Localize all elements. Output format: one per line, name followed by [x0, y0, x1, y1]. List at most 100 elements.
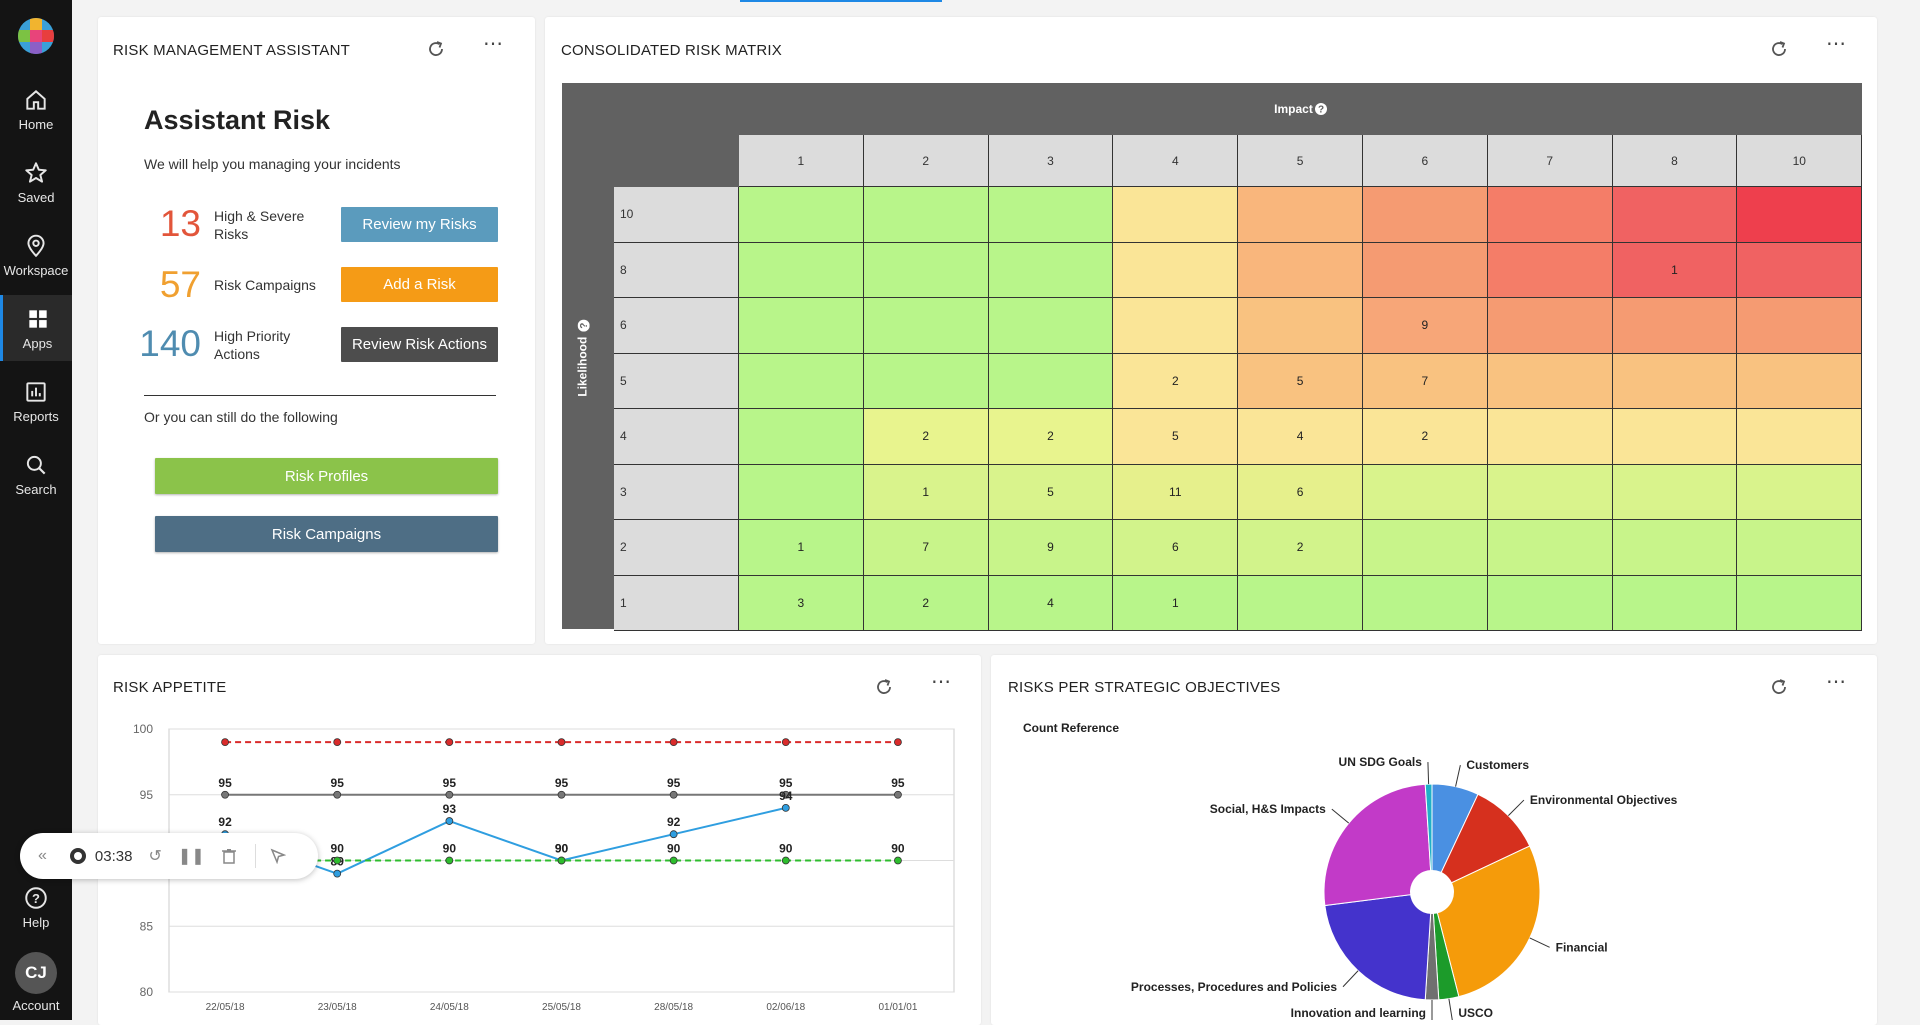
matrix-cell[interactable]: 6: [1238, 464, 1363, 520]
matrix-cell[interactable]: [1612, 298, 1738, 354]
matrix-cell[interactable]: [988, 242, 1114, 298]
info-icon[interactable]: ?: [577, 319, 590, 332]
matrix-cell[interactable]: [1737, 353, 1863, 409]
matrix-cell[interactable]: 7: [1363, 353, 1488, 409]
matrix-cell[interactable]: [1113, 187, 1239, 243]
matrix-cell[interactable]: [739, 298, 864, 354]
matrix-cell[interactable]: [1737, 409, 1863, 465]
matrix-cell[interactable]: [1487, 520, 1613, 576]
more-options-icon[interactable]: ⋯: [931, 671, 951, 693]
restart-icon[interactable]: ↺: [148, 848, 162, 865]
matrix-cell[interactable]: [863, 353, 989, 409]
refresh-icon[interactable]: [424, 37, 448, 61]
matrix-cell[interactable]: [863, 242, 989, 298]
matrix-cell[interactable]: 4: [988, 575, 1114, 631]
matrix-cell[interactable]: [739, 464, 864, 520]
info-icon[interactable]: ?: [1314, 103, 1327, 115]
matrix-cell[interactable]: [1363, 520, 1488, 576]
app-logo[interactable]: [18, 18, 54, 54]
nav-workspace[interactable]: Workspace: [0, 222, 72, 288]
matrix-cell[interactable]: 2: [863, 409, 989, 465]
pointer-icon[interactable]: [270, 848, 286, 864]
add-risk-button[interactable]: Add a Risk: [341, 267, 498, 302]
matrix-cell[interactable]: [863, 298, 989, 354]
trash-icon[interactable]: [221, 848, 237, 864]
refresh-icon[interactable]: [1767, 37, 1791, 61]
matrix-cell[interactable]: [1113, 242, 1239, 298]
matrix-cell[interactable]: 7: [863, 520, 989, 576]
matrix-cell[interactable]: [1363, 242, 1488, 298]
matrix-cell[interactable]: 2: [1238, 520, 1363, 576]
avatar[interactable]: CJ: [15, 952, 57, 994]
matrix-cell[interactable]: [863, 187, 989, 243]
matrix-cell[interactable]: 1: [1612, 242, 1738, 298]
matrix-cell[interactable]: 1: [863, 464, 989, 520]
matrix-cell[interactable]: [1363, 575, 1488, 631]
matrix-cell[interactable]: [1487, 298, 1613, 354]
matrix-cell[interactable]: [739, 187, 864, 243]
more-options-icon[interactable]: ⋯: [1826, 33, 1846, 55]
matrix-cell[interactable]: [1238, 575, 1363, 631]
matrix-cell[interactable]: 4: [1238, 409, 1363, 465]
matrix-cell[interactable]: 1: [739, 520, 864, 576]
matrix-cell[interactable]: [1612, 353, 1738, 409]
review-my-risks-button[interactable]: Review my Risks: [341, 207, 498, 242]
matrix-cell[interactable]: [1737, 520, 1863, 576]
matrix-cell[interactable]: 1: [1113, 575, 1239, 631]
matrix-cell[interactable]: 9: [1363, 298, 1488, 354]
matrix-cell[interactable]: [1238, 187, 1363, 243]
matrix-cell[interactable]: [1238, 298, 1363, 354]
collapse-icon[interactable]: «: [38, 847, 47, 864]
nav-reports[interactable]: Reports: [0, 368, 72, 434]
matrix-cell[interactable]: [1612, 575, 1738, 631]
matrix-cell[interactable]: 6: [1113, 520, 1239, 576]
matrix-cell[interactable]: 2: [988, 409, 1114, 465]
matrix-cell[interactable]: 2: [1113, 353, 1239, 409]
refresh-icon[interactable]: [1767, 675, 1791, 699]
matrix-cell[interactable]: 5: [1238, 353, 1363, 409]
matrix-cell[interactable]: [1487, 187, 1613, 243]
matrix-cell[interactable]: 3: [739, 575, 864, 631]
matrix-cell[interactable]: [1737, 464, 1863, 520]
matrix-cell[interactable]: [1487, 464, 1613, 520]
matrix-cell[interactable]: [1612, 187, 1738, 243]
matrix-cell[interactable]: [1737, 242, 1863, 298]
matrix-cell[interactable]: [1612, 464, 1738, 520]
matrix-cell[interactable]: [739, 242, 864, 298]
matrix-cell[interactable]: [1363, 464, 1488, 520]
risk-profiles-button[interactable]: Risk Profiles: [155, 458, 498, 494]
matrix-cell[interactable]: 2: [863, 575, 989, 631]
matrix-cell[interactable]: [739, 353, 864, 409]
nav-help[interactable]: ? Help: [0, 874, 72, 940]
record-icon[interactable]: [69, 847, 87, 865]
matrix-cell[interactable]: [739, 409, 864, 465]
matrix-cell[interactable]: [1612, 409, 1738, 465]
review-risk-actions-button[interactable]: Review Risk Actions: [341, 327, 498, 362]
matrix-cell[interactable]: 2: [1363, 409, 1488, 465]
matrix-cell[interactable]: 5: [988, 464, 1114, 520]
matrix-cell[interactable]: [988, 353, 1114, 409]
matrix-cell[interactable]: [988, 298, 1114, 354]
nav-search[interactable]: Search: [0, 441, 72, 507]
matrix-cell[interactable]: [1737, 575, 1863, 631]
pause-icon[interactable]: ❚❚: [177, 848, 205, 865]
matrix-cell[interactable]: [1238, 242, 1363, 298]
nav-apps[interactable]: Apps: [0, 295, 72, 361]
more-options-icon[interactable]: ⋯: [483, 33, 503, 55]
matrix-cell[interactable]: [1113, 298, 1239, 354]
matrix-cell[interactable]: 9: [988, 520, 1114, 576]
matrix-cell[interactable]: [988, 187, 1114, 243]
refresh-icon[interactable]: [872, 675, 896, 699]
matrix-cell[interactable]: [1363, 187, 1488, 243]
matrix-cell[interactable]: [1487, 353, 1613, 409]
matrix-cell[interactable]: [1737, 298, 1863, 354]
matrix-cell[interactable]: [1487, 242, 1613, 298]
matrix-cell[interactable]: 11: [1113, 464, 1239, 520]
matrix-cell[interactable]: [1487, 409, 1613, 465]
nav-saved[interactable]: Saved: [0, 149, 72, 215]
matrix-cell[interactable]: [1612, 520, 1738, 576]
risk-campaigns-button[interactable]: Risk Campaigns: [155, 516, 498, 552]
more-options-icon[interactable]: ⋯: [1826, 671, 1846, 693]
matrix-cell[interactable]: [1737, 187, 1863, 243]
matrix-cell[interactable]: [1487, 575, 1613, 631]
